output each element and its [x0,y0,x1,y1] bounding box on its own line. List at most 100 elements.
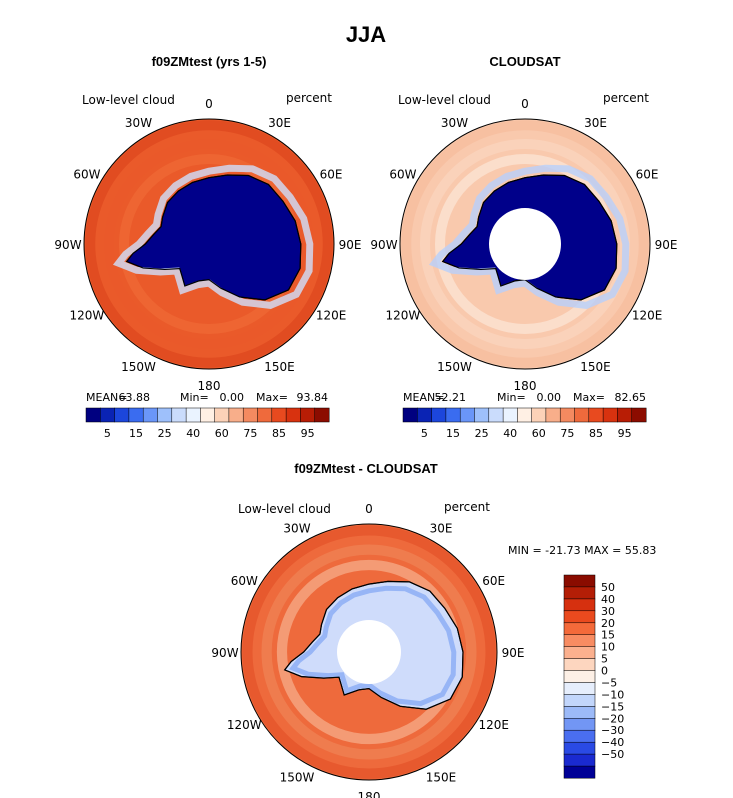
colorbar-tick: −5 [601,677,617,690]
coastal-band [112,164,314,309]
mean-value: 63.88 [119,391,151,404]
colorbar-tick: 50 [601,581,615,594]
max-label: Max= [573,391,605,404]
left-label: Low-level cloud [238,502,331,516]
lon-label: 60E [636,168,659,182]
colorbar-swatch [157,407,173,423]
colorbar-tick: −30 [601,724,624,737]
colorbar: 5 15 25 40 60 75 85 95 [402,407,647,440]
range-text: MIN = -21.73 MAX = 55.83 [508,544,656,557]
colorbar-swatch [574,407,590,423]
map-border [83,118,335,370]
colorbar-swatch [214,407,230,423]
lon-label: 60W [73,168,100,182]
colorbar-swatch [257,407,273,423]
lon-label: 120E [632,309,663,323]
colorbar-tick: 85 [589,427,603,440]
lon-label: 60W [231,574,258,588]
colorbar-swatch [563,622,596,636]
lon-label: 60W [389,168,416,182]
panel-title: f09ZMtest - CLOUDSAT [294,461,438,476]
colorbar-swatch [185,407,201,423]
colorbar-tick: 75 [560,427,574,440]
map-border [240,523,498,781]
lon-label: 120E [478,718,509,732]
lon-label: 0 [521,97,529,111]
colorbar-swatch [474,407,490,423]
colorbar-tick: 85 [272,427,286,440]
lon-label: 30E [268,116,291,130]
coastal-band [428,164,630,309]
colorbar-swatch [228,407,244,423]
max-value: 82.65 [615,391,647,404]
field-band [242,525,496,779]
colorbar-tick: 10 [601,641,615,654]
lon-label: 30E [430,521,453,535]
mean-label: MEAN= [86,391,127,404]
polar-map [240,523,498,781]
colorbar-tick: 20 [601,617,615,630]
colorbar-swatch [563,574,596,588]
lon-label: 90E [502,646,525,660]
colorbar-swatch [171,407,187,423]
lon-label: 60E [482,574,505,588]
colorbar-swatch [563,634,596,648]
colorbar-swatch [100,407,116,423]
colorbar-swatch [128,407,144,423]
colorbar-swatch [417,407,433,423]
colorbar-swatch [502,407,518,423]
colorbar-swatch [563,610,596,624]
colorbar-swatch [563,586,596,600]
min-value: 0.00 [220,391,245,404]
polar-map [399,118,651,370]
left-label: Low-level cloud [398,93,491,107]
longitude-labels: 0 30E 60E 90E 120E 150E 180 150W 120W 90W 60W 30W [370,97,677,393]
longitude-labels: 0 30E 60E 90E 120E 150E 180 150W 120W 90W 60W 30W [211,502,524,798]
colorbar-tick: 30 [601,605,615,618]
colorbar-swatch [563,682,596,695]
colorbar-tick: −15 [601,700,624,713]
panel-model: f09ZMtest (yrs 1-5) Low-level cloud perc… [54,54,361,440]
field-band [85,120,333,368]
colorbar-swatch [242,407,258,423]
colorbar-tick: 5 [104,427,111,440]
colorbar-swatch [314,407,330,423]
lon-label: 30W [283,521,310,535]
colorbar-tick: −50 [601,748,624,761]
longitude-labels: 0 30E 60E 90E 120E 150E 180 150W 120W 90W 60W 30W [54,97,361,393]
colorbar-swatch [563,658,596,671]
colorbar-swatch [602,407,618,423]
colorbar-tick: 95 [301,427,315,440]
colorbar-swatch [271,407,287,423]
lon-label: 150W [437,360,472,374]
colorbar-swatch [563,598,596,612]
panel-title: CLOUDSAT [489,54,560,69]
colorbar-swatch [200,407,216,423]
colorbar-swatch [402,407,418,423]
colorbar-tick: −20 [601,712,624,725]
lon-label: 0 [205,97,213,111]
missing-data-hole [337,620,401,684]
right-label: percent [444,500,490,514]
min-label: Min= [180,391,209,404]
colorbar: 5 15 25 40 60 75 85 95 [85,407,330,440]
panel-title: f09ZMtest (yrs 1-5) [152,54,267,69]
colorbar-tick: 40 [503,427,517,440]
colorbar-swatch [545,407,561,423]
lon-label: 90W [370,238,397,252]
colorbar-swatch [563,741,596,755]
colorbar-tick: 60 [215,427,229,440]
lon-label: 120E [316,309,347,323]
lon-label: 120W [227,718,262,732]
colorbar-swatch [563,753,596,767]
lon-label: 120W [70,309,105,323]
lon-label: 150E [580,360,611,374]
mean-label: MEAN= [403,391,444,404]
min-value: 0.00 [537,391,562,404]
colorbar-swatch [617,407,633,423]
lon-label: 60E [320,168,343,182]
panel-observation: CLOUDSAT Low-level cloud percent 0 30E 60E… [370,54,677,440]
colorbar-tick: 15 [601,629,615,642]
field-band [401,120,649,368]
